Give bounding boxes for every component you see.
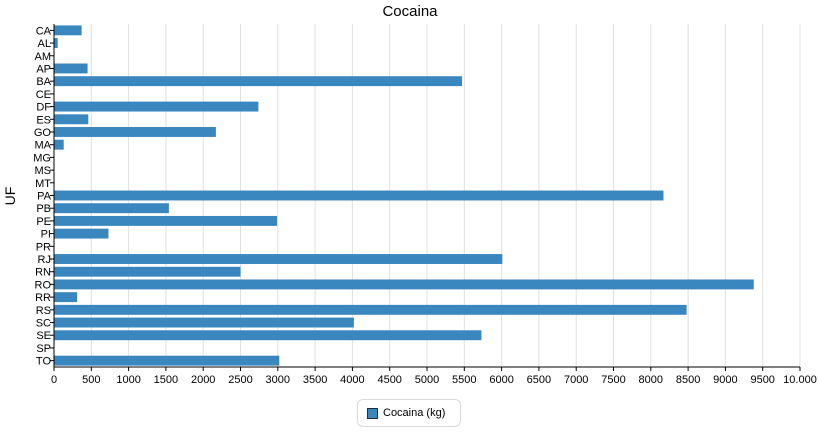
bar-pi[interactable]: PI: 730 bbox=[54, 228, 109, 239]
y-tick-label: PR bbox=[36, 241, 51, 253]
bar-ro[interactable]: RO: 9380 bbox=[54, 279, 754, 290]
bar-pb[interactable]: PB: 1540 bbox=[54, 203, 169, 214]
x-tick-label: 7000 bbox=[564, 374, 588, 386]
x-tick-label: 5500 bbox=[452, 374, 476, 386]
y-tick-label: PA bbox=[37, 191, 52, 203]
x-tick-label: 10.000 bbox=[783, 374, 817, 386]
x-tick-label: 3500 bbox=[303, 374, 327, 386]
y-tick-label: ES bbox=[36, 114, 51, 126]
bar-rr[interactable]: RR: 310 bbox=[54, 292, 78, 303]
legend[interactable]: Cocaina (kg) bbox=[357, 399, 461, 427]
y-tick-label: BA bbox=[36, 76, 51, 88]
x-tick-label: 500 bbox=[82, 374, 100, 386]
y-axis-title: UF bbox=[2, 187, 18, 206]
legend-label: Cocaina (kg) bbox=[383, 407, 446, 419]
bar-se[interactable]: SE: 5730 bbox=[54, 330, 482, 341]
y-tick-label: SC bbox=[36, 318, 51, 330]
x-tick-label: 2500 bbox=[228, 374, 252, 386]
y-tick-label: SP bbox=[36, 343, 51, 355]
y-tick-label: PE bbox=[36, 216, 51, 228]
legend-swatch bbox=[367, 407, 378, 419]
bar-to[interactable]: TO: 3020 bbox=[54, 355, 280, 366]
y-tick-label: TO bbox=[36, 356, 52, 368]
y-tick-label: MT bbox=[35, 178, 51, 190]
bar-pe[interactable]: PE: 2990 bbox=[54, 215, 278, 226]
y-tick-label: CA bbox=[36, 25, 52, 37]
y-axis-ticks: CAALAMAPBACEDFESGOMAMGMSMTPAPBPEPIPRRJRN… bbox=[33, 25, 54, 368]
bar-pa[interactable]: PA: 8170 bbox=[54, 190, 664, 201]
x-tick-label: 5000 bbox=[415, 374, 439, 386]
x-tick-label: 4500 bbox=[377, 374, 401, 386]
x-tick-label: 1500 bbox=[154, 374, 178, 386]
y-tick-label: MA bbox=[35, 140, 52, 152]
chart-title: Cocaina bbox=[382, 3, 438, 20]
x-tick-label: 1000 bbox=[116, 374, 140, 386]
y-tick-label: RR bbox=[35, 292, 51, 304]
bar-sc[interactable]: SC: 4020 bbox=[54, 317, 354, 328]
x-tick-label: 7500 bbox=[601, 374, 625, 386]
bar-rs[interactable]: RS: 8480 bbox=[54, 304, 687, 315]
y-tick-label: AL bbox=[38, 38, 51, 50]
x-tick-label: 6500 bbox=[527, 374, 551, 386]
x-tick-label: 4000 bbox=[340, 374, 364, 386]
y-tick-label: AM bbox=[35, 51, 52, 63]
y-tick-label: MS bbox=[35, 165, 52, 177]
y-tick-label: SE bbox=[36, 330, 51, 342]
bar-go[interactable]: GO: 2170 bbox=[54, 127, 216, 137]
bars: CA: 370AL: 50AM: 0AP: 450BA: 5470CE: 0DF… bbox=[54, 25, 754, 366]
x-tick-label: 6000 bbox=[489, 374, 513, 386]
x-tick-label: 3000 bbox=[266, 374, 290, 386]
bar-ap[interactable]: AP: 450 bbox=[54, 63, 88, 74]
bar-rj[interactable]: RJ: 6010 bbox=[54, 254, 503, 264]
bar-df[interactable]: DF: 2740 bbox=[54, 101, 259, 112]
y-tick-label: AP bbox=[36, 63, 51, 75]
y-tick-label: CE bbox=[36, 89, 51, 101]
bar-ma[interactable]: MA: 130 bbox=[54, 139, 64, 150]
y-tick-label: RN bbox=[35, 267, 51, 279]
x-tick-label: 9500 bbox=[750, 374, 774, 386]
x-tick-label: 9000 bbox=[713, 374, 737, 386]
x-tick-label: 2000 bbox=[191, 374, 215, 386]
x-axis-ticks: 0 500 1000 1500 2000 2500 3000 3500 4000 4500 5000… bbox=[51, 367, 817, 386]
x-tick-label: 8500 bbox=[676, 374, 700, 386]
y-tick-label: RS bbox=[36, 305, 51, 317]
y-tick-label: PI bbox=[41, 229, 51, 241]
y-tick-label: MG bbox=[33, 152, 51, 164]
y-tick-label: GO bbox=[34, 127, 52, 139]
y-tick-label: RJ bbox=[38, 254, 51, 266]
bar-al[interactable]: AL: 50 bbox=[54, 38, 58, 49]
bar-ba[interactable]: BA: 5470 bbox=[54, 76, 463, 87]
x-tick-label: 0 bbox=[51, 374, 57, 386]
y-tick-label: PB bbox=[36, 203, 51, 215]
y-tick-label: RO bbox=[35, 279, 52, 291]
bar-rn[interactable]: RN: 2500 bbox=[54, 266, 241, 277]
bar-ca[interactable]: CA: 370 bbox=[54, 25, 82, 36]
x-tick-label: 8000 bbox=[639, 374, 663, 386]
y-tick-label: DF bbox=[36, 102, 51, 114]
bar-es[interactable]: ES: 460 bbox=[54, 114, 89, 125]
